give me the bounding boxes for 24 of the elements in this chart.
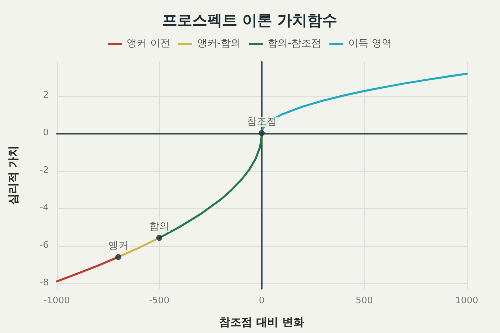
chart-title: 프로스펙트 이론 가치함수 (162, 12, 338, 30)
y-tick-label: 2 (43, 90, 49, 101)
y-axis-title: 심리적 가치 (7, 146, 20, 205)
data-label: 앵커 (108, 240, 128, 252)
x-tick-label: 0 (259, 296, 266, 306)
data-label: 합의 (150, 222, 170, 233)
y-tick-label: -6 (40, 240, 50, 251)
point (156, 235, 162, 242)
x-tick-label: 1000 (456, 296, 479, 306)
legend-label: 합의-참조점 (268, 38, 322, 50)
legend-label: 앵커-합의 (197, 38, 241, 50)
x-tick-label: -1000 (44, 296, 70, 306)
x-tick-label: 500 (356, 296, 374, 306)
x-axis-title: 참조점 대비 변화 (220, 316, 304, 329)
data-label: 참조점 (247, 116, 277, 128)
point (116, 254, 122, 260)
legend-label: 이득 영역 (348, 38, 392, 50)
y-tick-label: 0 (43, 128, 50, 138)
point (259, 130, 265, 136)
x-tick-label: -500 (149, 296, 170, 306)
legend-label: 앵커 이전 (127, 38, 170, 50)
y-tick-label: -2 (40, 166, 49, 176)
y-tick-label: -4 (40, 203, 50, 214)
y-tick-label: -8 (40, 278, 50, 288)
